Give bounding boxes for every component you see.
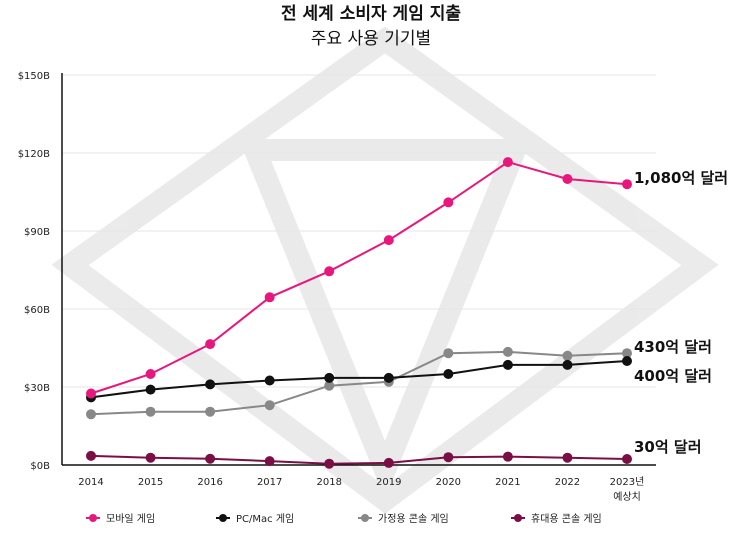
data-point [622,356,632,366]
x-tick-label: 2014 [78,477,103,488]
legend-swatch-marker [361,514,369,522]
y-axis: $0B $30B $60B $90B $120B $150B [18,71,63,472]
series-line [90,360,628,399]
legend-label: 가정용 콘솔 게임 [378,512,449,525]
y-tick-label: $120B [18,149,50,160]
data-point [443,348,454,359]
data-point [622,348,632,359]
data-point [264,456,275,467]
data-point [145,384,156,395]
data-point [86,409,96,420]
watermark [51,26,719,514]
legend: 모바일 게임 PC/Mac 게임 가정용 콘솔 게임 휴대용 콘솔 게임 [86,512,602,525]
data-point [502,157,513,168]
legend-label: PC/Mac 게임 [236,512,294,525]
x-tick-label: 2019 [376,477,401,488]
x-tick-label: 2020 [436,477,461,488]
series-line [90,454,628,465]
series-line [90,161,628,395]
end-label: 1,080억 달러 [634,169,728,187]
end-labels: 1,080억 달러 400억 달러 430억 달러 30억 달러 [634,169,728,456]
data-point [86,388,96,399]
legend-swatch-marker [219,514,227,522]
gridlines [62,74,656,388]
x-tick-label: 2016 [197,477,222,488]
data-point [324,372,335,383]
legend-item: 가정용 콘솔 게임 [358,512,449,525]
data-point [205,406,216,417]
data-point [324,458,335,469]
data-point [145,452,156,463]
data-point [324,266,335,277]
legend-label: 휴대용 콘솔 게임 [531,512,602,525]
legend-item: 모바일 게임 [86,512,155,525]
legend-item: 휴대용 콘솔 게임 [511,512,602,525]
series-group [86,157,632,469]
y-tick-label: $60B [24,305,50,316]
data-point [562,174,573,184]
data-point [383,235,394,246]
end-label: 30억 달러 [634,438,702,456]
x-tick-label: 2023년 [610,476,645,488]
data-point [562,350,573,361]
y-tick-label: $90B [24,227,50,238]
data-point [205,379,216,390]
series-휴대용 콘솔 게임 [86,450,632,469]
x-axis: 2014 2015 2016 2017 2018 2019 2020 2021 2022 2023… [62,464,656,503]
data-point [562,359,573,370]
chart-subtitle: 주요 사용 기기별 [311,29,431,49]
series-line [90,350,628,416]
data-point [622,454,632,465]
y-tick-label: $30B [24,383,50,394]
x-tick-label: 2018 [316,477,341,488]
legend-swatch-marker [514,514,522,522]
data-point [205,453,216,464]
data-point [502,346,513,357]
y-tick-label: $0B [30,461,50,472]
data-point [86,450,96,461]
data-point [145,369,156,379]
data-point [443,452,454,463]
data-point [264,292,275,303]
y-tick-label: $150B [18,71,50,82]
x-tick-label: 2017 [257,477,282,488]
series-모바일 게임 [86,157,632,399]
data-point [562,452,573,463]
data-point [264,400,275,411]
end-label: 400억 달러 [634,367,712,385]
data-point [443,369,454,379]
data-point [205,339,216,350]
data-point [383,372,394,383]
data-point [383,457,394,468]
x-tick-label: 2022 [555,477,580,488]
chart-title: 전 세계 소비자 게임 지출 [281,3,461,24]
legend-label: 모바일 게임 [106,512,155,525]
data-point [145,406,156,417]
data-point [502,451,513,462]
legend-swatch-marker [89,514,97,522]
x-tick-label: 2021 [495,477,520,488]
legend-item: PC/Mac 게임 [216,512,294,525]
data-point [502,359,513,370]
data-point [443,197,454,208]
data-point [324,380,335,391]
x-tick-note: 예상치 [613,491,641,503]
data-point [264,375,275,386]
x-tick-label: 2015 [138,477,163,488]
end-label: 430억 달러 [634,338,712,356]
data-point [622,179,632,190]
